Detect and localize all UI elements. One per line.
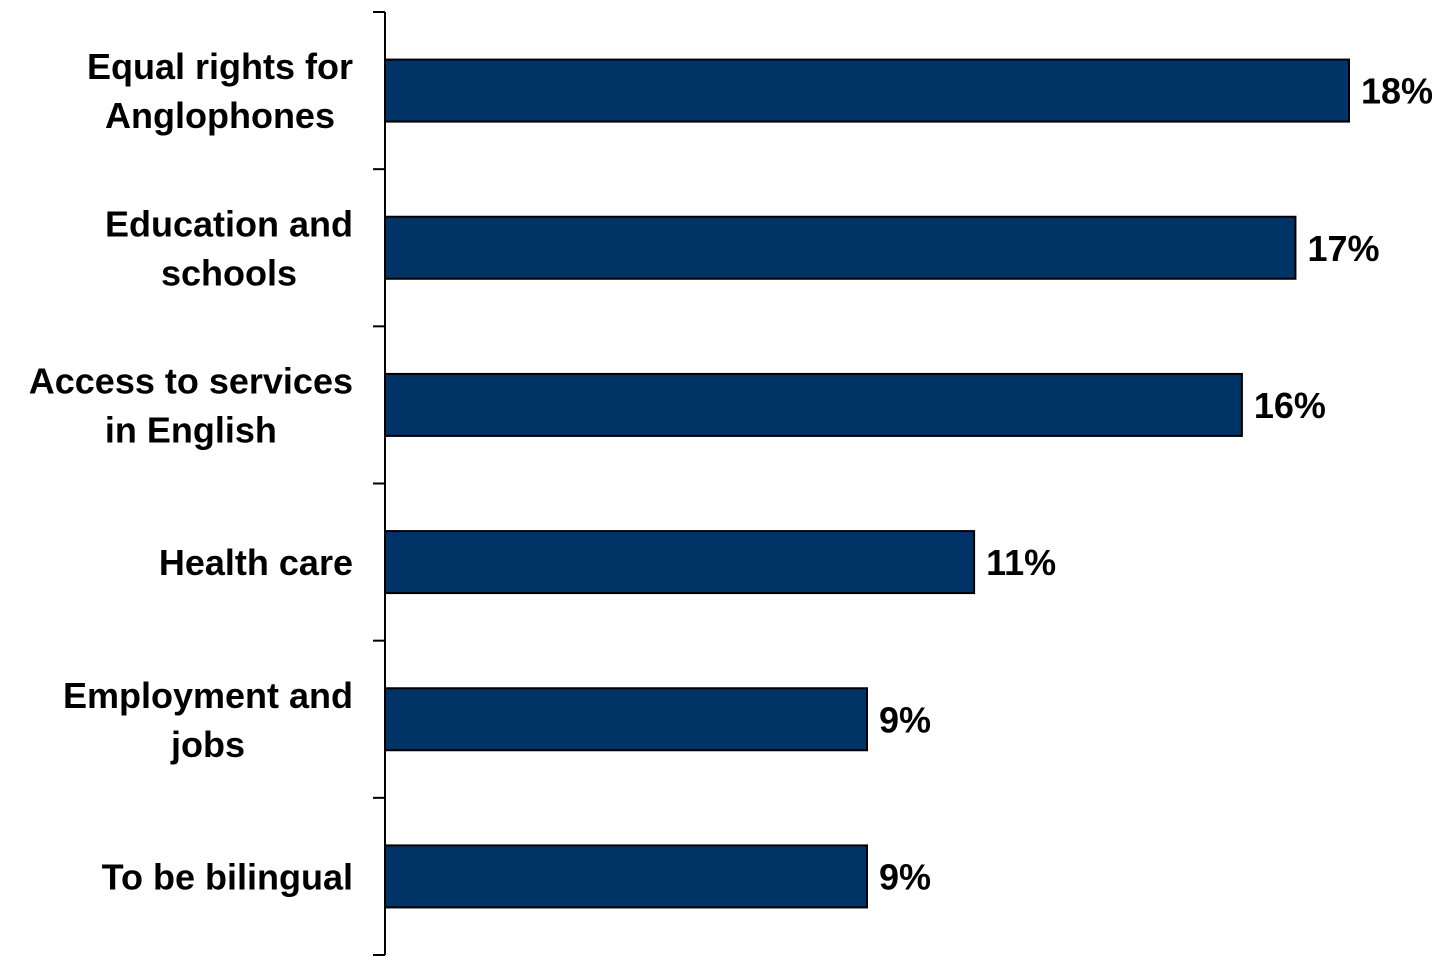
y-axis (373, 11, 386, 956)
category-label: Access to services in English (29, 360, 353, 450)
bar (384, 530, 976, 595)
value-label: 17% (1307, 228, 1379, 269)
category-label: To be bilingual (102, 856, 353, 897)
category-label: Employment and jobs (63, 675, 353, 765)
bars (384, 58, 1350, 909)
bar (384, 372, 1243, 437)
value-labels: 18% 17% 16% 11% 9% 9% (879, 71, 1433, 898)
value-label: 16% (1254, 385, 1326, 426)
category-label: Equal rights for Anglophones (87, 46, 353, 136)
category-label: Health care (159, 542, 353, 583)
bar (384, 58, 1350, 123)
category-labels: Equal rights for Anglophones Education and… (29, 46, 353, 897)
bar (384, 844, 868, 909)
bar (384, 215, 1297, 280)
bar (384, 687, 868, 752)
category-label: Education and schools (105, 203, 353, 293)
value-label: 9% (879, 699, 931, 740)
value-label: 11% (986, 542, 1056, 583)
value-label: 9% (879, 856, 931, 897)
value-label: 18% (1361, 71, 1433, 112)
